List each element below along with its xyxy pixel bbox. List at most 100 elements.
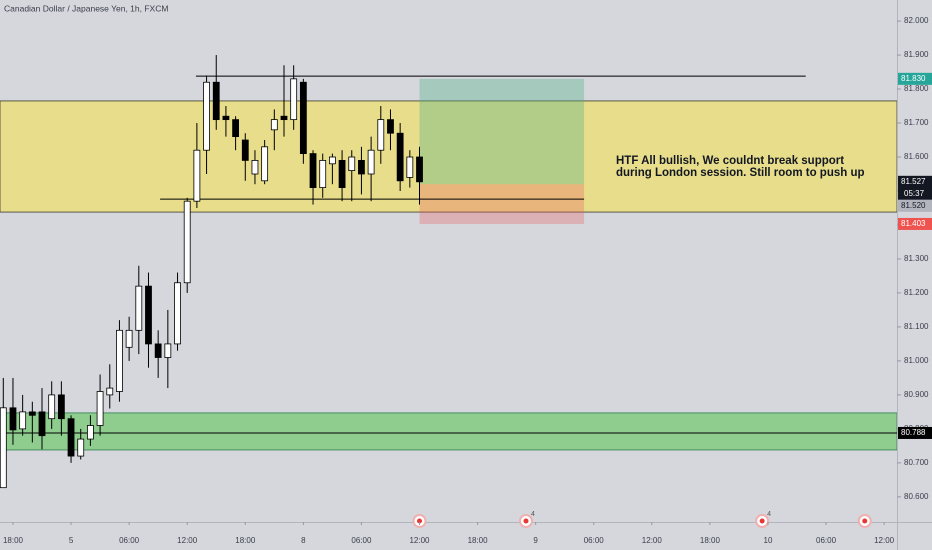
candle-body [19, 411, 27, 430]
candle-body [106, 387, 114, 396]
candle-body [135, 285, 143, 331]
position-target-zone [419, 78, 585, 185]
candle-body [377, 119, 385, 151]
y-tick-label: 81.600 [904, 152, 929, 161]
candle-body [319, 160, 327, 188]
candle-body [299, 81, 307, 155]
candle-body [348, 156, 356, 172]
stop-price-label-box [898, 217, 932, 230]
candle-body [77, 438, 85, 457]
candle-body [280, 115, 288, 121]
candle-body [183, 200, 191, 284]
y-tick-label: 82.000 [904, 16, 929, 25]
y-tick-label: 80.700 [904, 458, 929, 467]
plot-area [0, 55, 898, 489]
x-tick-label: 9 [533, 536, 538, 545]
candle-body [0, 407, 7, 489]
candle-body [290, 78, 298, 121]
target-price-label: 81.830 [901, 74, 926, 83]
candle-body [309, 153, 317, 188]
target-price-label-box [898, 72, 932, 85]
candle-body [338, 160, 346, 188]
candle-body [154, 343, 162, 358]
candle-body [67, 418, 75, 457]
candle-body [367, 149, 375, 175]
candle-body [87, 425, 94, 440]
candle-body [416, 156, 423, 183]
x-tick-label: 10 [764, 536, 773, 545]
candle-body [145, 285, 152, 345]
candle-body [212, 81, 220, 121]
candle-body [270, 119, 278, 131]
annotation-text: during London session. Still room to pus… [616, 167, 865, 179]
candle-body [222, 115, 230, 121]
x-tick-label: 06:00 [816, 536, 837, 545]
candle-body [358, 160, 365, 175]
candle-body [28, 411, 36, 416]
countdown-label: 05:37 [904, 189, 925, 198]
event-marker-dot [417, 518, 423, 524]
candle-body [48, 394, 56, 420]
last-price-box [898, 175, 932, 200]
candle-body [164, 343, 172, 358]
stop-price-label: 81.403 [901, 219, 926, 228]
y-tick-label: 81.000 [904, 356, 929, 365]
candle-body [125, 329, 133, 348]
candle-body [232, 119, 239, 138]
line-price-label: 80.788 [901, 428, 926, 437]
y-tick-label: 80.900 [904, 390, 929, 399]
x-tick-label: 12:00 [642, 536, 663, 545]
candle-body [396, 132, 404, 182]
zone [0, 412, 898, 451]
event-marker-dot [523, 518, 529, 524]
x-tick-label: 12:00 [874, 536, 895, 545]
y-tick-label: 81.800 [904, 84, 929, 93]
x-tick-label: 8 [301, 536, 306, 545]
y-tick-label: 80.600 [904, 492, 929, 501]
x-tick-label: 18:00 [235, 536, 256, 545]
last-price-label: 81.527 [901, 177, 926, 186]
x-tick-label: 5 [69, 536, 74, 545]
x-tick-label: 06:00 [119, 536, 140, 545]
event-count: 4 [531, 511, 535, 518]
position-stop-zone [419, 184, 585, 224]
line-price-label-box [898, 426, 932, 439]
candle-body [57, 394, 65, 420]
candle-body [241, 139, 249, 161]
y-tick-label: 81.300 [904, 254, 929, 263]
annotation-text: HTF All bullish, We couldnt break suppor… [616, 155, 844, 167]
entry-price-label-box [898, 199, 932, 212]
candle-body [328, 156, 336, 165]
x-tick-label: 12:00 [177, 536, 198, 545]
candle-body [261, 146, 269, 182]
chart-title: Canadian Dollar / Japanese Yen, 1h, FXCM [4, 3, 168, 13]
y-tick-label: 81.100 [904, 322, 929, 331]
candle-body [251, 160, 259, 175]
candle-body [174, 282, 181, 345]
candle-body [9, 407, 17, 431]
candle-body [116, 329, 123, 392]
x-tick-label: 12:00 [409, 536, 430, 545]
event-count: 4 [767, 511, 771, 518]
candle-body [406, 156, 414, 178]
x-tick-label: 18:00 [468, 536, 489, 545]
candle-body [387, 119, 394, 134]
candle-body [193, 149, 201, 202]
y-tick-label: 81.700 [904, 118, 929, 127]
x-tick-label: 06:00 [351, 536, 372, 545]
y-tick-label: 81.900 [904, 50, 929, 59]
x-tick-label: 18:00 [700, 536, 721, 545]
candle-body [96, 391, 104, 426]
event-marker-dot [759, 518, 765, 524]
y-tick-label: 81.200 [904, 288, 929, 297]
x-tick-label: 18:00 [3, 536, 24, 545]
x-tick-label: 06:00 [584, 536, 605, 545]
candle-body [203, 81, 210, 151]
candle-body [38, 411, 46, 437]
event-marker-dot [862, 518, 868, 524]
entry-price-label: 81.520 [901, 201, 926, 210]
zone [0, 100, 898, 213]
